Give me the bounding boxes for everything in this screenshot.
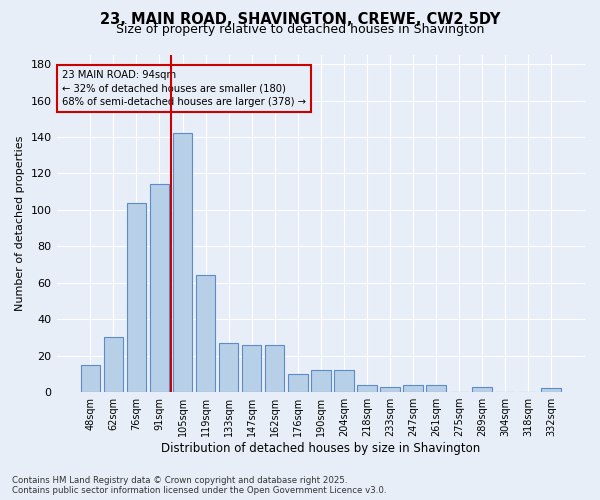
Bar [242,344,262,392]
Bar [288,374,308,392]
Bar [265,344,284,392]
Text: Size of property relative to detached houses in Shavington: Size of property relative to detached ho… [116,22,484,36]
Bar [357,385,377,392]
Bar [311,370,331,392]
Text: 23 MAIN ROAD: 94sqm
← 32% of detached houses are smaller (180)
68% of semi-detac: 23 MAIN ROAD: 94sqm ← 32% of detached ho… [62,70,306,106]
Bar [149,184,169,392]
Bar [380,386,400,392]
Bar [334,370,353,392]
Bar [127,202,146,392]
Text: 23, MAIN ROAD, SHAVINGTON, CREWE, CW2 5DY: 23, MAIN ROAD, SHAVINGTON, CREWE, CW2 5D… [100,12,500,28]
Bar [426,385,446,392]
Bar [173,134,193,392]
Bar [472,386,492,392]
Bar [403,385,423,392]
Y-axis label: Number of detached properties: Number of detached properties [15,136,25,311]
Bar [541,388,561,392]
Bar [80,365,100,392]
X-axis label: Distribution of detached houses by size in Shavington: Distribution of detached houses by size … [161,442,481,455]
Bar [104,338,123,392]
Text: Contains HM Land Registry data © Crown copyright and database right 2025.
Contai: Contains HM Land Registry data © Crown c… [12,476,386,495]
Bar [196,276,215,392]
Bar [219,343,238,392]
